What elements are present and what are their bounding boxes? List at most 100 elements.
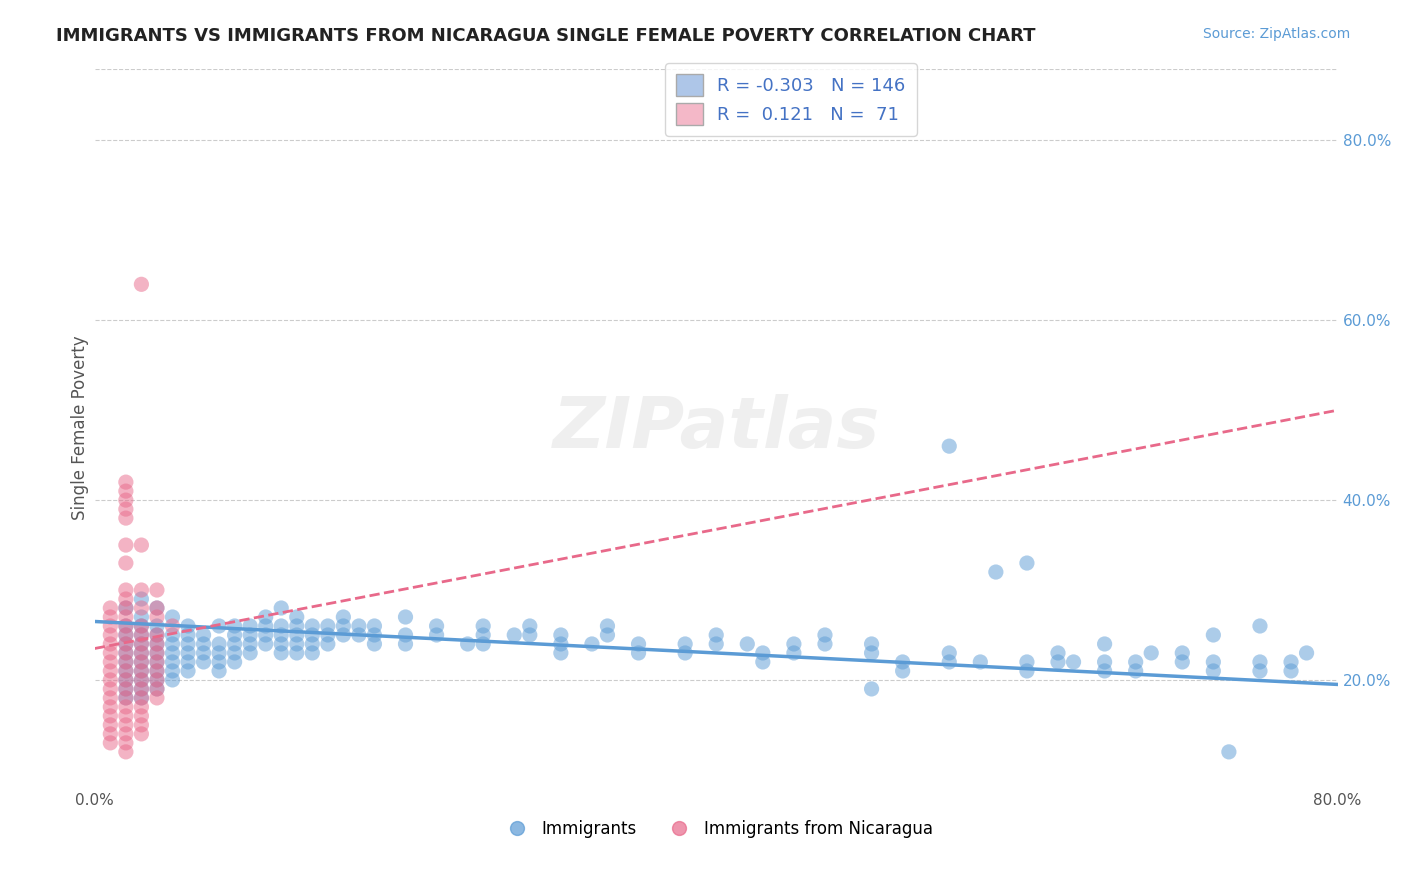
Point (98, 655, 121, 669)
Point (115, 493, 138, 508)
Point (162, 664, 184, 678)
Point (270, 619, 292, 633)
Point (193, 637, 215, 651)
Point (131, 628, 153, 642)
Point (146, 655, 169, 669)
Point (131, 655, 153, 669)
Point (115, 736, 138, 750)
Point (131, 628, 153, 642)
Point (162, 655, 184, 669)
Point (301, 619, 323, 633)
Point (131, 709, 153, 723)
Point (363, 637, 385, 651)
Point (783, 646, 806, 660)
Point (146, 681, 169, 696)
Point (115, 745, 138, 759)
Point (131, 664, 153, 678)
Point (131, 681, 153, 696)
Point (98, 718, 121, 732)
Point (208, 655, 231, 669)
Point (254, 628, 277, 642)
Point (1094, 664, 1116, 678)
Point (550, 646, 572, 660)
Point (254, 619, 277, 633)
Point (472, 637, 495, 651)
Point (115, 681, 138, 696)
Point (316, 637, 339, 651)
Point (115, 700, 138, 714)
Point (98, 664, 121, 678)
Point (146, 655, 169, 669)
Point (98, 673, 121, 687)
Point (224, 628, 246, 642)
Point (131, 718, 153, 732)
Point (239, 628, 262, 642)
Point (239, 646, 262, 660)
Point (519, 628, 541, 642)
Point (627, 646, 650, 660)
Point (581, 637, 603, 651)
Point (285, 646, 308, 660)
Point (301, 646, 323, 660)
Point (208, 619, 231, 633)
Point (146, 673, 169, 687)
Point (285, 619, 308, 633)
Point (1202, 664, 1225, 678)
Point (860, 646, 883, 660)
Point (131, 690, 153, 705)
Point (131, 700, 153, 714)
Point (146, 610, 169, 624)
Point (1249, 619, 1271, 633)
Point (704, 628, 727, 642)
Point (115, 538, 138, 552)
Point (301, 628, 323, 642)
Point (131, 582, 153, 597)
Point (131, 277, 153, 292)
Point (224, 619, 246, 633)
Point (115, 619, 138, 633)
Point (1094, 637, 1116, 651)
Point (1063, 655, 1085, 669)
Point (131, 664, 153, 678)
Point (860, 637, 883, 651)
Point (239, 619, 262, 633)
Point (984, 565, 1007, 579)
Point (98, 681, 121, 696)
Point (860, 681, 883, 696)
Point (115, 601, 138, 615)
Point (115, 475, 138, 490)
Point (270, 601, 292, 615)
Point (332, 619, 354, 633)
Point (98, 709, 121, 723)
Point (270, 628, 292, 642)
Point (115, 655, 138, 669)
Point (1171, 646, 1194, 660)
Point (193, 646, 215, 660)
Point (146, 628, 169, 642)
Point (131, 538, 153, 552)
Point (1295, 646, 1317, 660)
Point (426, 628, 449, 642)
Point (270, 646, 292, 660)
Point (115, 619, 138, 633)
Point (673, 646, 696, 660)
Point (115, 709, 138, 723)
Point (115, 690, 138, 705)
Point (1125, 664, 1147, 678)
Point (208, 637, 231, 651)
Point (472, 619, 495, 633)
Point (969, 655, 991, 669)
Point (177, 619, 200, 633)
Point (224, 655, 246, 669)
Point (363, 619, 385, 633)
Point (285, 628, 308, 642)
Point (131, 646, 153, 660)
Point (115, 727, 138, 741)
Point (814, 637, 837, 651)
Point (162, 673, 184, 687)
Point (891, 664, 914, 678)
Point (115, 484, 138, 499)
Point (254, 637, 277, 651)
Point (363, 628, 385, 642)
Point (177, 655, 200, 669)
